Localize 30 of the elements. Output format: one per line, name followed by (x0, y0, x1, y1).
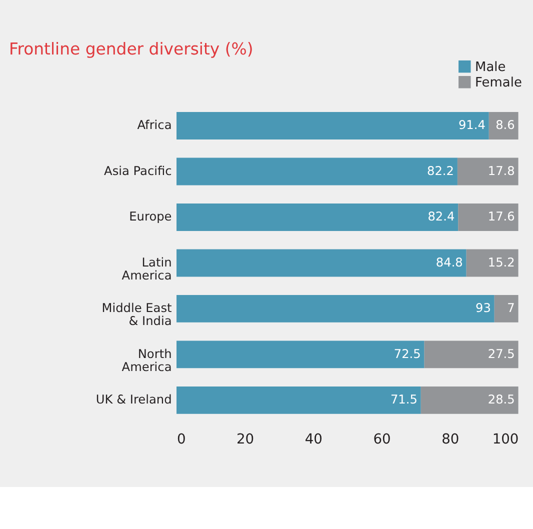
x-tick-label: 40 (304, 431, 322, 448)
data-label: 28.5 (488, 392, 515, 407)
data-label: 17.6 (488, 210, 515, 224)
data-label: 84.8 (436, 255, 463, 270)
x-tick-label: 100 (492, 431, 519, 448)
data-label: 7 (507, 301, 515, 316)
data-label: 82.2 (427, 164, 454, 178)
y-tick-label: Africa (137, 118, 172, 132)
data-label: 82.4 (428, 210, 455, 224)
x-tick-label: 0 (176, 431, 186, 448)
data-label: 72.5 (394, 346, 421, 361)
x-tick-label: 80 (442, 431, 460, 448)
legend-label: Female (475, 75, 522, 90)
chart-title: Frontline gender diversity (%) (8, 39, 254, 58)
y-tick-label: Middle East & India (102, 301, 172, 328)
data-label: 17.8 (488, 164, 515, 178)
data-label: 93 (475, 301, 491, 316)
data-label: 8.6 (496, 118, 515, 132)
legend-label: Male (475, 60, 506, 75)
y-tick-label: UK & Ireland (96, 392, 172, 407)
y-tick-label: Latin America (122, 255, 172, 282)
x-tick-label: 60 (373, 431, 391, 448)
data-label: 71.5 (390, 392, 418, 407)
data-label: 27.5 (488, 346, 515, 361)
y-tick-label: North America (122, 346, 172, 374)
data-label: 15.2 (488, 255, 515, 270)
y-tick-label: Europe (129, 210, 172, 224)
x-tick-label: 20 (236, 431, 254, 448)
data-label: 91.4 (458, 118, 486, 132)
y-tick-label: Asia Pacific (104, 164, 172, 178)
